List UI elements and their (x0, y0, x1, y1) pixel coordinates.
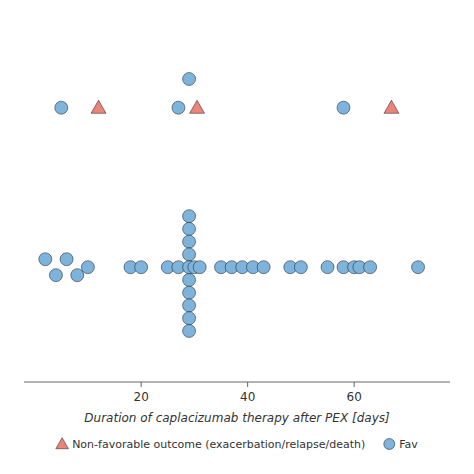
point (60, 253, 73, 266)
x-tick-label: 40 (240, 390, 255, 404)
point (183, 324, 196, 337)
point (71, 269, 84, 282)
point (193, 261, 206, 274)
point (364, 261, 377, 274)
legend: Non-favorable outcome (exacerbation/rela… (56, 438, 419, 451)
point (172, 101, 185, 114)
chart: 20 40 60 Duration of caplacizumab therapy a… (0, 0, 474, 474)
point (183, 299, 196, 312)
point (412, 261, 425, 274)
point (190, 100, 205, 113)
x-tick (247, 382, 248, 387)
x-tick (141, 382, 142, 387)
point (257, 261, 270, 274)
point (384, 100, 399, 113)
point (135, 261, 148, 274)
legend-marker (56, 438, 69, 449)
point (81, 261, 94, 274)
x-axis-line (24, 382, 450, 383)
point (49, 269, 62, 282)
point (183, 312, 196, 325)
point (294, 261, 307, 274)
point (321, 261, 334, 274)
point (183, 73, 196, 86)
legend-label: Non-favorable outcome (exacerbation/rela… (72, 438, 365, 451)
legend-marker (384, 439, 395, 450)
x-tick-label: 20 (134, 390, 149, 404)
legend-item: Non-favorable outcome (exacerbation/rela… (56, 438, 365, 451)
x-tick-label: 60 (347, 390, 362, 404)
x-axis-label: Duration of caplacizumab therapy after P… (84, 411, 390, 425)
point (183, 222, 196, 235)
plot-area (39, 73, 425, 338)
point (91, 100, 106, 113)
point (183, 248, 196, 261)
point (39, 253, 52, 266)
point (337, 101, 350, 114)
point (183, 235, 196, 248)
point (183, 273, 196, 286)
point (183, 286, 196, 299)
legend-label: Fav (399, 438, 418, 451)
point (183, 210, 196, 223)
x-tick (354, 382, 355, 387)
point (55, 101, 68, 114)
legend-item: Fav (384, 438, 419, 451)
